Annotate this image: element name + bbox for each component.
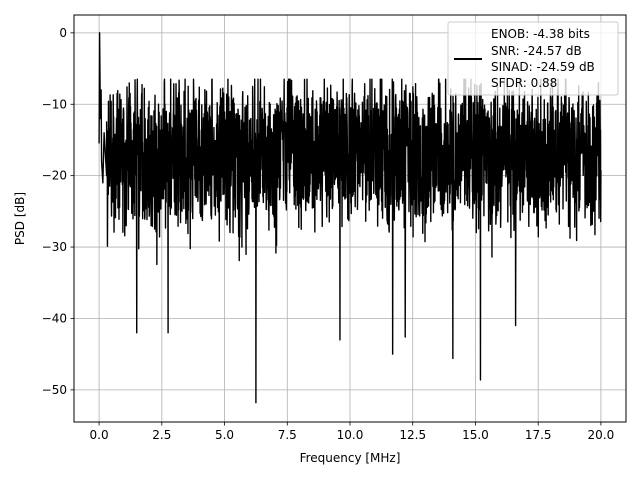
y-axis-label: PSD [dB]	[13, 192, 27, 245]
x-tick-label: 20.0	[588, 428, 615, 442]
psd-trace	[98, 32, 602, 404]
psd-line	[98, 32, 602, 404]
y-axis-ticks: 0 −10 −20 −30 −40 −50	[42, 26, 74, 397]
legend-sinad: SINAD: -24.59 dB	[491, 60, 595, 74]
x-tick-label: 2.5	[152, 428, 171, 442]
x-tick-label: 5.0	[215, 428, 234, 442]
y-tick-label: 0	[59, 26, 67, 40]
x-tick-label: 17.5	[525, 428, 552, 442]
legend-enob: ENOB: -4.38 bits	[491, 27, 590, 41]
x-tick-label: 15.0	[462, 428, 489, 442]
y-tick-label: −30	[42, 240, 67, 254]
legend-snr: SNR: -24.57 dB	[491, 44, 582, 58]
y-tick-label: −20	[42, 169, 67, 183]
y-tick-label: −10	[42, 97, 67, 111]
legend: ENOB: -4.38 bits SNR: -24.57 dB SINAD: -…	[447, 21, 619, 96]
y-tick-label: −50	[42, 383, 67, 397]
x-tick-label: 0.0	[90, 428, 109, 442]
x-tick-label: 7.5	[278, 428, 297, 442]
x-tick-label: 10.0	[337, 428, 364, 442]
legend-box	[447, 21, 619, 96]
x-axis-label: Frequency [MHz]	[300, 451, 401, 465]
x-axis-ticks: 0.0 2.5 5.0 7.5 10.0 12.5 15.0 17.5 20.0	[90, 422, 615, 442]
y-tick-label: −40	[42, 311, 67, 325]
x-tick-label: 12.5	[399, 428, 426, 442]
legend-sfdr: SFDR: 0.88	[491, 76, 557, 90]
